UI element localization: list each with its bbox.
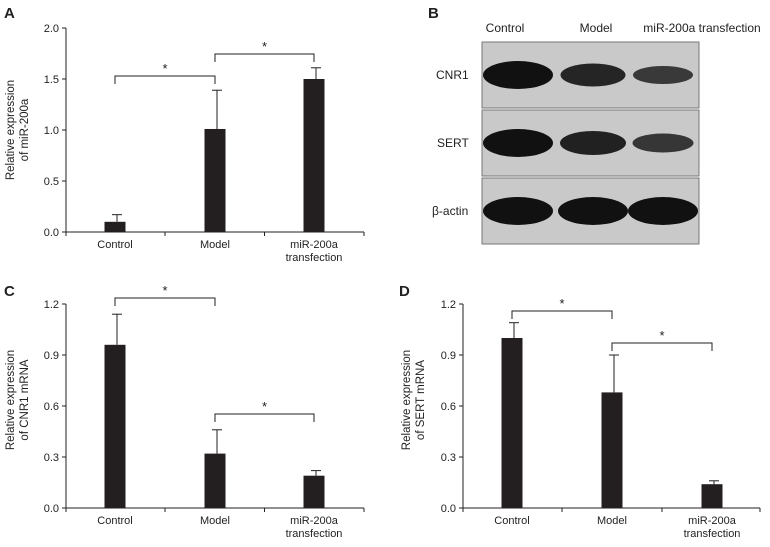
y-tick-label: 0.6: [44, 401, 59, 413]
bar: [501, 338, 523, 508]
bar: [104, 221, 126, 232]
y-tick-label: 0.0: [441, 503, 456, 515]
y-tick-label: 0.3: [441, 452, 456, 464]
bar: [204, 128, 226, 232]
y-tick-label: 0.0: [44, 503, 59, 515]
panel-d-letter: D: [399, 283, 410, 300]
chart-panel-a: 0.0 0.5 1.0 1.5 2.0 Control Model miR-200a trans…: [5, 23, 365, 264]
blot-row-label: CNR1: [436, 68, 469, 82]
chart-panel-d: 0.0 0.3 0.6 0.9 1.2 Control Model miR-200a trans…: [401, 296, 761, 540]
x-tick-label: Model: [200, 515, 230, 527]
x-tick-label: miR-200a transfection: [684, 515, 741, 540]
y-tick-label: 0.3: [44, 452, 59, 464]
blot-band: [633, 66, 693, 84]
blot-band: [483, 129, 553, 157]
significance-star: *: [559, 296, 564, 311]
significance-bracket: [214, 413, 315, 422]
western-blot-panel-b: Control Model miR-200a transfection CNR1 SER…: [432, 21, 761, 245]
bar: [104, 344, 126, 508]
bar: [303, 79, 325, 232]
y-axis-title: of SERT mRNA: [415, 360, 427, 440]
y-axis-title: of miR-200a: [19, 98, 31, 161]
blot-band: [483, 197, 553, 225]
significance-star: *: [262, 399, 267, 414]
x-tick-label: Control: [97, 239, 132, 251]
significance-bracket: [611, 342, 713, 351]
significance-star: *: [162, 283, 167, 298]
significance-bracket: [114, 297, 216, 306]
x-tick-label: Control: [494, 515, 529, 527]
blot-column-label: miR-200a transfection: [643, 21, 760, 35]
panel-b-letter: B: [428, 5, 439, 22]
blot-band: [628, 197, 698, 225]
significance-bracket: [214, 53, 315, 62]
y-tick-label: 0.9: [44, 350, 59, 362]
blot-band: [560, 63, 626, 87]
x-tick-label: Control: [97, 515, 132, 527]
significance-bracket: [511, 310, 613, 319]
y-axis-title: Relative expression: [401, 350, 413, 450]
y-tick-label: 0.6: [441, 401, 456, 413]
y-axis-title: of CNR1 mRNA: [19, 359, 31, 440]
bar: [701, 484, 723, 508]
blot-band: [483, 61, 553, 89]
y-axis-title: Relative expression: [5, 350, 17, 450]
blot-band: [558, 197, 628, 225]
panel-c-letter: C: [4, 283, 15, 300]
blot-row-label: SERT: [437, 136, 469, 150]
y-tick-label: 1.2: [441, 299, 456, 311]
significance-bracket: [114, 75, 216, 84]
y-tick-label: 0.9: [441, 350, 456, 362]
y-tick-label: 0.5: [44, 176, 59, 188]
x-tick-label: miR-200a transfection: [286, 239, 343, 264]
blot-band: [632, 133, 694, 153]
significance-star: *: [659, 328, 664, 343]
significance-star: *: [162, 61, 167, 76]
panel-a-letter: A: [4, 5, 15, 22]
y-tick-label: 1.5: [44, 74, 59, 86]
blot-band: [560, 131, 626, 155]
x-tick-label: Model: [597, 515, 627, 527]
x-tick-label: Model: [200, 239, 230, 251]
y-tick-label: 0.0: [44, 227, 59, 239]
chart-panel-c: 0.0 0.3 0.6 0.9 1.2 Control Model miR-200a trans…: [5, 283, 365, 540]
y-tick-label: 1.2: [44, 299, 59, 311]
y-tick-label: 2.0: [44, 23, 59, 35]
y-tick-label: 1.0: [44, 125, 59, 137]
significance-star: *: [262, 39, 267, 54]
blot-column-label: Model: [580, 21, 613, 35]
x-tick-label: miR-200a transfection: [286, 515, 343, 540]
bar: [601, 392, 623, 508]
y-axis-title: Relative expression: [5, 80, 17, 180]
blot-column-label: Control: [486, 21, 525, 35]
bar: [303, 475, 325, 508]
bar: [204, 453, 226, 508]
blot-row-label: β-actin: [432, 204, 468, 218]
